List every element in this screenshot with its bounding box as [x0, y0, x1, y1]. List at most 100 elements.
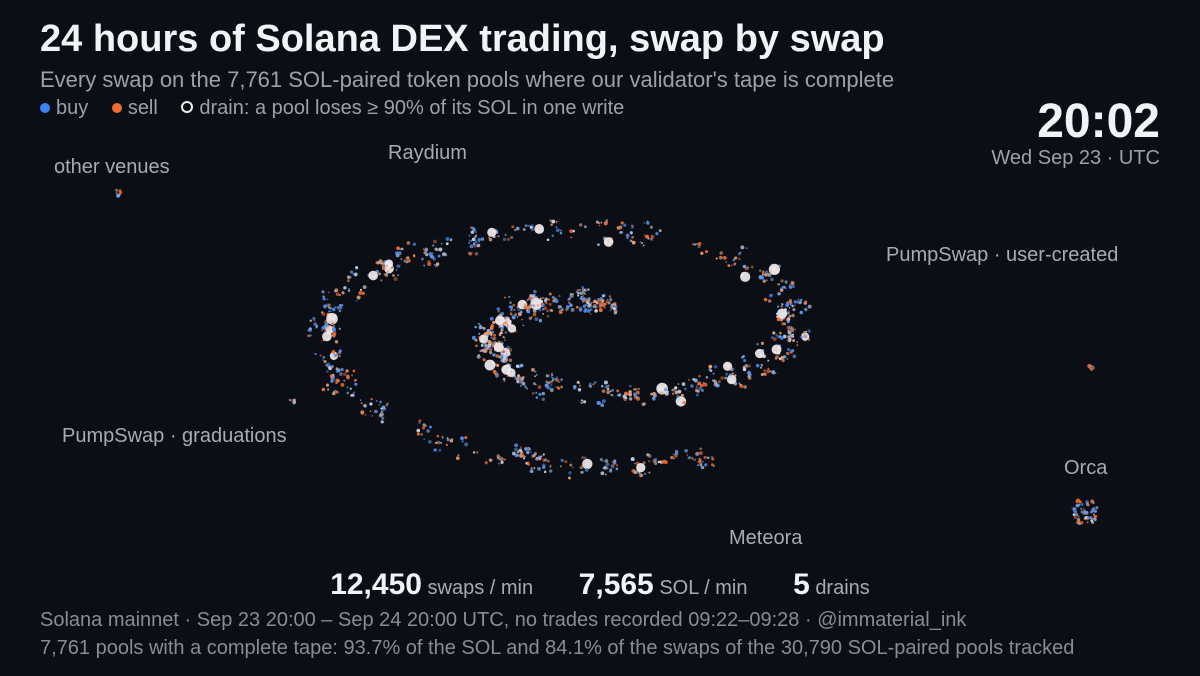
- swap-dot: [468, 252, 472, 256]
- swap-dot: [492, 369, 497, 374]
- swap-dot: [788, 306, 791, 309]
- swap-dot: [500, 460, 504, 464]
- swap-dot: [589, 313, 592, 316]
- swap-dot: [634, 396, 637, 400]
- swap-dot: [484, 359, 496, 371]
- swap-dot: [740, 271, 751, 282]
- swap-dot: [335, 354, 338, 357]
- swap-dot: [312, 316, 316, 320]
- swap-dot: [550, 376, 553, 378]
- swap-dot: [423, 250, 427, 255]
- swap-dot: [738, 252, 741, 256]
- swap-dot: [380, 407, 383, 410]
- swap-dot: [483, 347, 487, 350]
- swap-dot: [1089, 516, 1093, 520]
- swap-dot: [330, 375, 335, 380]
- swap-dot: [628, 384, 632, 388]
- swap-dot: [658, 229, 662, 233]
- swap-dot: [470, 230, 475, 235]
- swap-dot: [703, 455, 707, 460]
- swap-dot: [556, 386, 560, 389]
- swap-dot: [542, 453, 545, 456]
- swap-dot: [343, 286, 347, 290]
- swap-dot: [330, 379, 334, 383]
- swap-dot: [374, 409, 378, 414]
- swap-dot: [449, 439, 454, 443]
- swap-dot: [383, 273, 386, 276]
- swap-dot: [333, 389, 338, 394]
- stat-unit: SOL / min: [659, 577, 748, 599]
- swap-dot: [611, 388, 615, 392]
- swap-dot: [537, 466, 541, 471]
- swap-dot: [771, 370, 776, 375]
- swap-dot: [428, 440, 432, 444]
- swap-dot: [802, 330, 807, 335]
- swap-dot: [438, 448, 442, 452]
- swap-dot: [538, 318, 543, 323]
- swap-dot: [650, 237, 654, 241]
- swap-dot: [583, 225, 587, 229]
- swap-dot: [1080, 503, 1084, 507]
- swap-dot: [581, 290, 586, 295]
- swap-dot: [490, 341, 493, 344]
- swap-dot: [697, 381, 702, 386]
- swap-dot: [380, 261, 385, 265]
- swap-dot: [511, 316, 514, 319]
- swap-dot: [422, 426, 426, 430]
- swap-dot: [115, 188, 118, 192]
- swap-dot: [325, 363, 329, 367]
- swap-dot: [609, 297, 612, 300]
- swap-dot: [549, 380, 553, 384]
- swap-dot: [543, 306, 548, 310]
- swap-dot: [687, 456, 691, 460]
- swap-dot: [555, 376, 559, 379]
- stat-value: 7,565: [578, 568, 654, 601]
- swap-dot: [384, 259, 394, 268]
- swap-dot: [476, 354, 481, 359]
- swap-dot: [657, 460, 661, 464]
- swap-dot: [480, 237, 485, 241]
- swap-dot: [634, 462, 636, 465]
- swap-dot: [583, 400, 587, 404]
- swap-dot: [319, 354, 322, 357]
- swap-dot: [369, 402, 373, 406]
- swap-dot: [742, 367, 747, 372]
- swap-dot: [435, 262, 440, 266]
- swap-dot: [674, 386, 678, 390]
- swap-dot: [474, 230, 477, 234]
- swap-dot: [567, 476, 571, 480]
- swap-dot: [1080, 507, 1083, 510]
- swap-dot: [288, 398, 292, 402]
- swap-dot: [598, 224, 601, 227]
- swap-dot: [555, 386, 557, 389]
- swap-dot: [653, 457, 658, 462]
- swap-dot: [609, 306, 612, 309]
- swap-dot: [534, 296, 538, 300]
- swap-dot: [747, 372, 752, 377]
- swap-dot: [386, 405, 388, 407]
- swap-dot: [508, 295, 511, 298]
- swap-dot: [532, 312, 537, 317]
- swap-dot: [407, 258, 411, 263]
- swap-dot: [449, 237, 453, 241]
- swap-dot: [350, 270, 354, 274]
- swap-dot: [348, 288, 350, 290]
- swap-dot: [747, 364, 751, 368]
- swap-dot: [380, 420, 384, 424]
- swap-dot: [770, 277, 774, 282]
- swap-dot: [581, 299, 586, 303]
- swap-dot: [781, 358, 785, 363]
- swap-dot: [560, 385, 564, 389]
- swap-dot: [598, 302, 603, 307]
- swap-dot: [418, 421, 421, 424]
- swap-dot: [687, 378, 691, 382]
- swap-dot: [468, 242, 470, 244]
- swap-dot: [328, 310, 331, 313]
- swap-dot: [526, 450, 530, 455]
- swap-dot: [550, 223, 553, 227]
- swap-dot: [457, 454, 460, 457]
- swap-dot: [781, 303, 784, 306]
- swap-dot: [474, 240, 478, 244]
- swap-dot: [675, 390, 678, 393]
- swap-dot: [642, 461, 646, 465]
